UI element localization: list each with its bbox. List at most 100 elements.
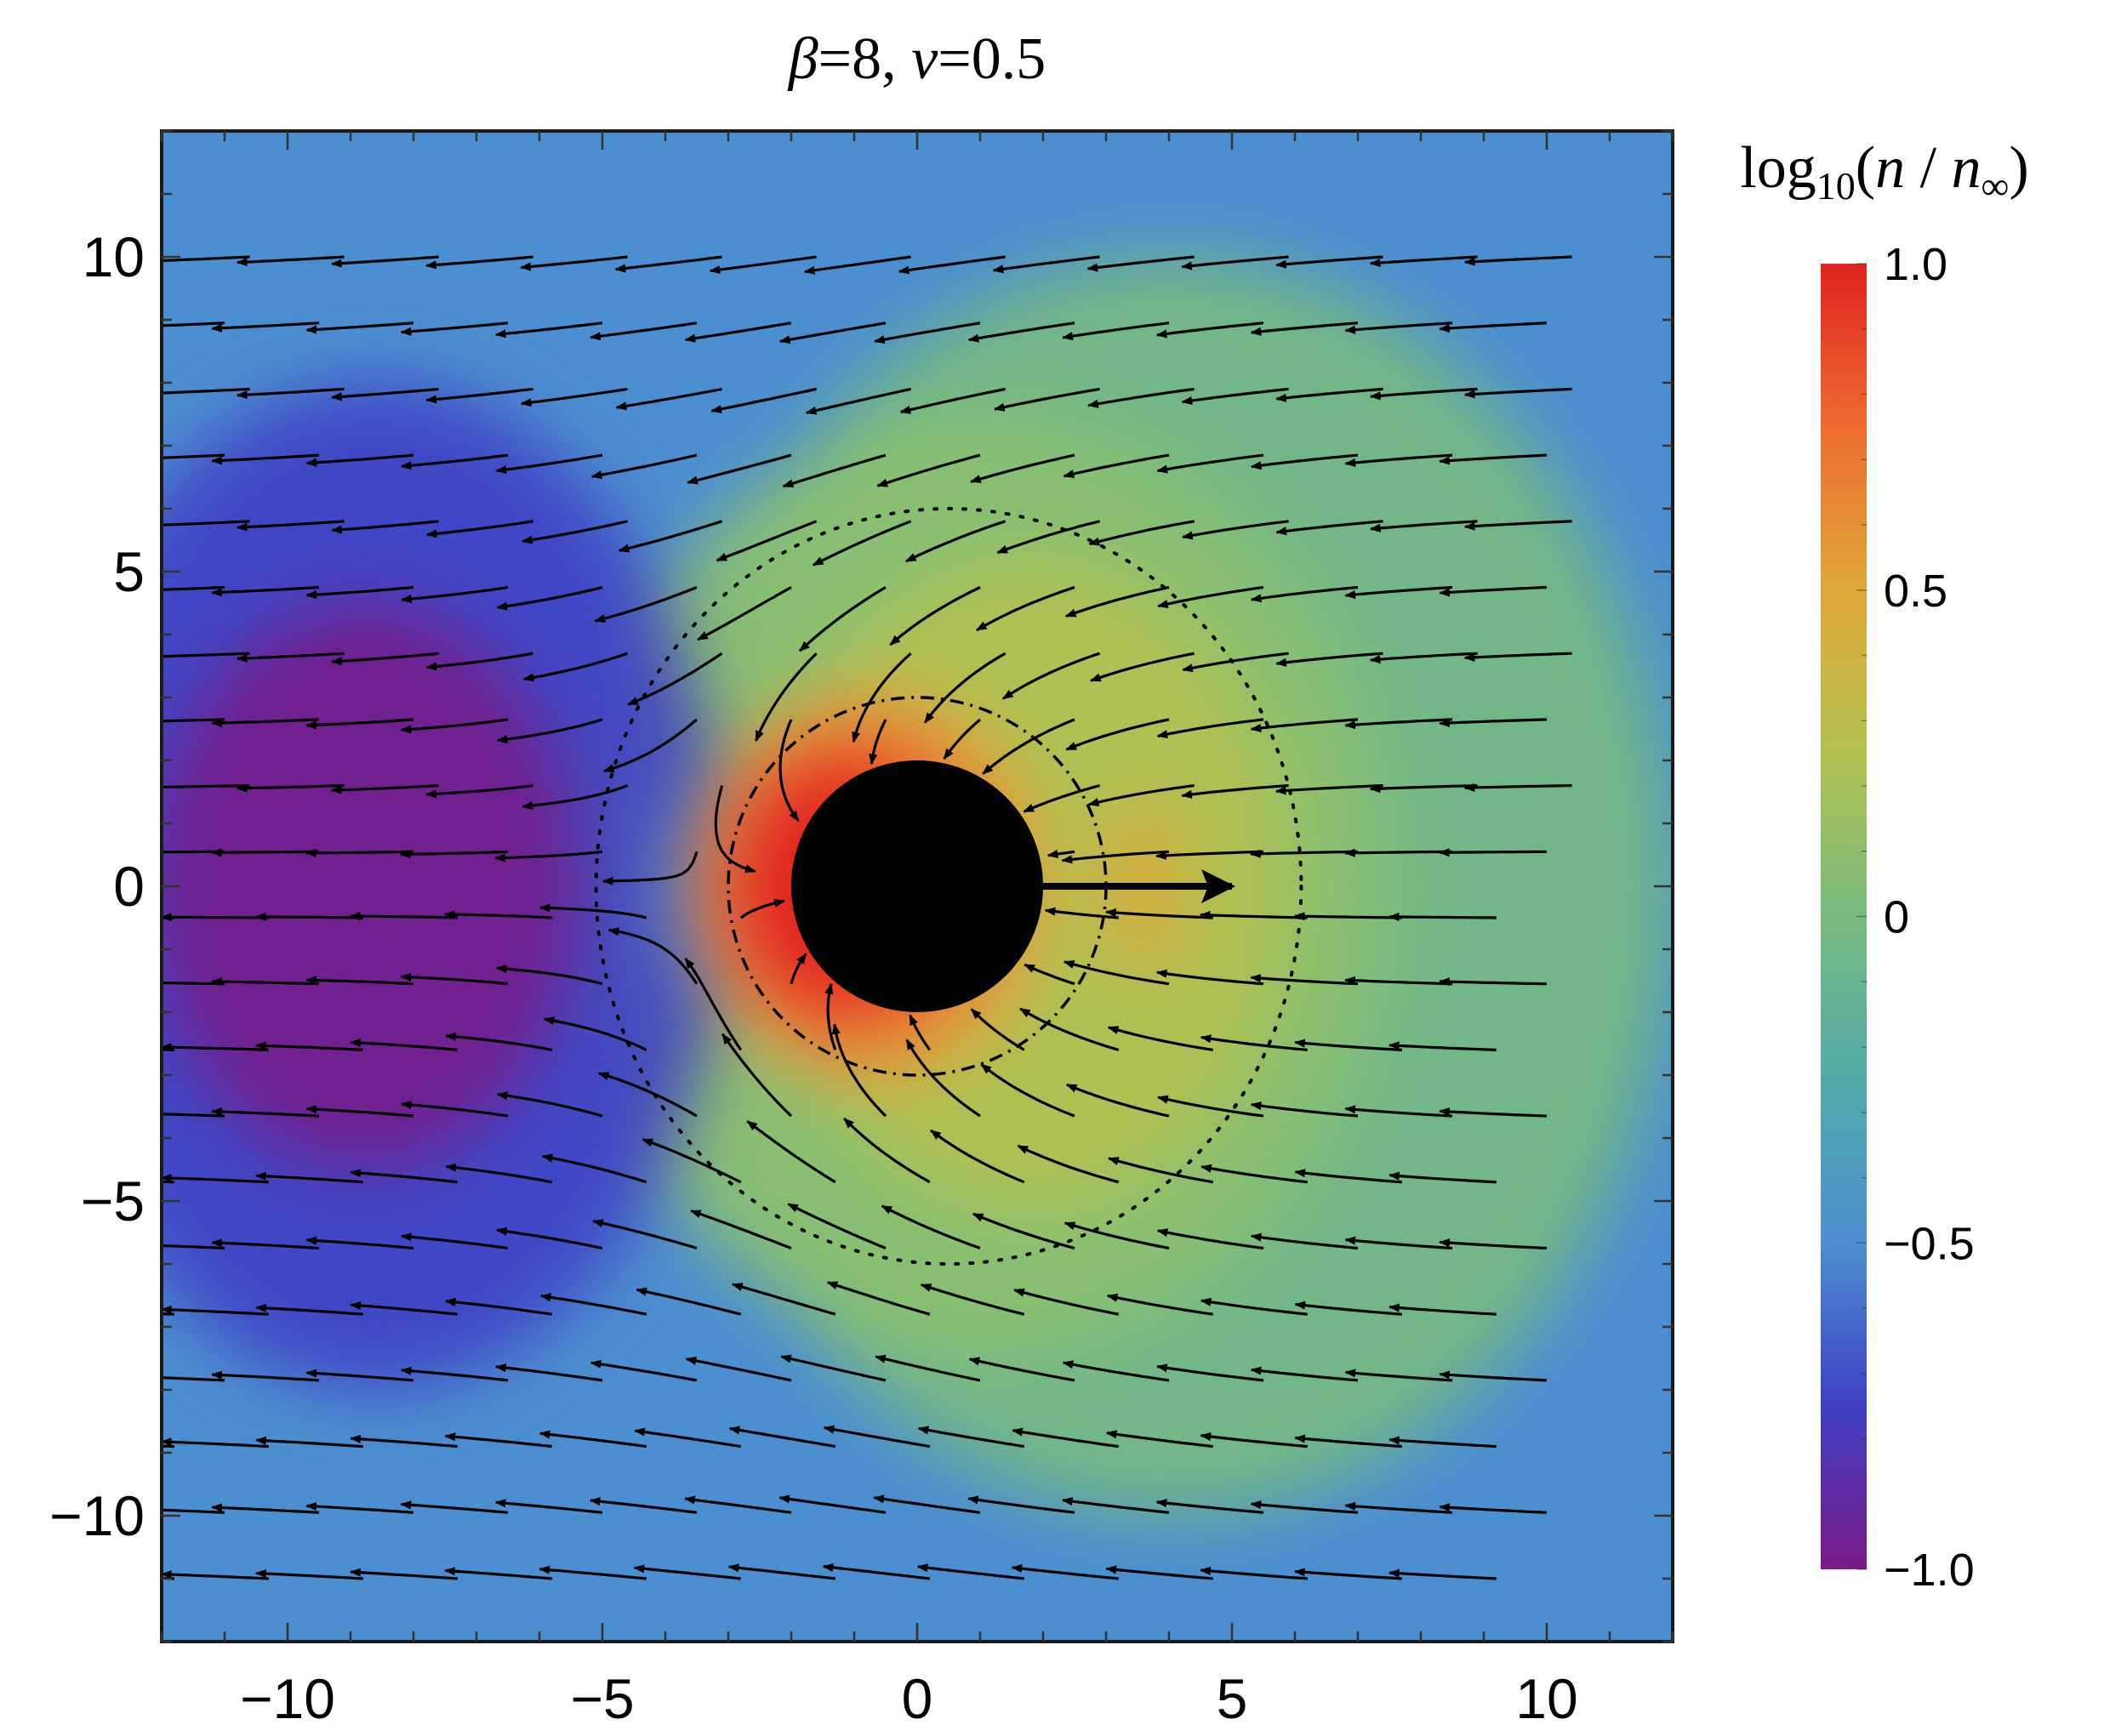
streamline-96	[522, 784, 629, 811]
streamline-13	[162, 718, 225, 723]
streamline-176	[899, 387, 1006, 414]
streamline-275	[1344, 718, 1453, 730]
streamline-0	[162, 1576, 174, 1580]
streamline-74	[399, 850, 509, 859]
streamline-160	[778, 322, 887, 344]
streamline-213	[1089, 652, 1195, 682]
streamline-157	[812, 520, 912, 566]
streamline-206	[1065, 1083, 1170, 1118]
streamline-78	[400, 585, 509, 604]
streamline-228	[1107, 1026, 1214, 1051]
streamline-155	[852, 652, 912, 743]
streamline-70	[400, 1100, 509, 1118]
streamline-57	[305, 585, 414, 600]
streamline-101	[495, 453, 603, 475]
streamline-173	[889, 586, 981, 646]
streamline-279	[1344, 453, 1453, 468]
streamline-17	[162, 453, 225, 459]
streamline-217	[1087, 387, 1195, 408]
streamline-257	[1275, 520, 1383, 536]
streamline-216	[1063, 453, 1170, 479]
streamline-190	[1023, 784, 1101, 813]
streamline-30	[210, 977, 320, 987]
streamline-301	[1463, 387, 1572, 399]
title-beta-symbol: β	[787, 26, 818, 92]
colorbar-title-inf: ∞	[1982, 164, 2010, 208]
streamline-159	[805, 387, 911, 415]
streamline-25	[162, 1305, 269, 1316]
streamline-76	[400, 718, 509, 734]
streamline-259	[1275, 387, 1383, 402]
streamline-83	[425, 255, 533, 270]
streamline-254	[1250, 718, 1359, 733]
streamline-224	[1106, 1293, 1214, 1316]
streamline-32	[210, 848, 320, 857]
streamline-207	[1018, 1007, 1120, 1051]
streamline-87	[494, 1363, 603, 1382]
streamline-240	[1181, 255, 1289, 270]
streamline-221	[1155, 1499, 1264, 1514]
streamline-253	[1274, 784, 1383, 795]
streamline-193	[975, 585, 1075, 632]
streamline-223	[1156, 1363, 1264, 1382]
streamline-45	[305, 1369, 414, 1382]
streamline-262	[1294, 1568, 1402, 1580]
streamline-196	[993, 387, 1100, 412]
streamline-31	[162, 913, 269, 922]
streamline-285	[1389, 1436, 1497, 1449]
streamline-105	[539, 1565, 647, 1580]
streamline-150	[787, 1203, 887, 1249]
streamline-63	[349, 1568, 458, 1580]
streamline-102	[520, 387, 628, 407]
streamline-280	[1369, 387, 1478, 401]
streamline-100	[521, 520, 628, 544]
streamline-36	[211, 585, 320, 597]
streamline-231	[1155, 850, 1264, 860]
streamline-281	[1344, 322, 1453, 334]
streamline-66	[400, 1366, 509, 1382]
streamline-75	[425, 784, 533, 799]
streamline-156	[799, 586, 887, 652]
streamline-124	[590, 322, 698, 341]
streamline-273	[1343, 848, 1453, 857]
streamline-242	[1250, 1500, 1359, 1514]
streamline-202	[1062, 1360, 1170, 1382]
streamline-115	[539, 903, 647, 919]
streamline-238	[1181, 387, 1289, 406]
streamline-49	[305, 1105, 414, 1118]
streamline-167	[881, 1204, 981, 1250]
streamline-208	[1063, 959, 1170, 986]
streamline-210	[1061, 850, 1170, 864]
streamline-232	[1181, 784, 1289, 800]
streamline-282	[1369, 255, 1478, 268]
streamline-97	[496, 718, 603, 744]
streamline-163	[873, 1494, 981, 1514]
streamline-129	[685, 1356, 792, 1382]
streamline-236	[1181, 520, 1289, 540]
streamline-64	[400, 1500, 509, 1514]
streamline-233	[1156, 718, 1264, 739]
black-hole	[791, 760, 1043, 1012]
streamline-134	[684, 957, 743, 1051]
streamline-61	[305, 322, 414, 334]
streamline-283	[1388, 1568, 1497, 1580]
streamline-104	[520, 255, 628, 271]
streamline-50	[254, 1041, 363, 1051]
y-tick-label: 0	[113, 855, 145, 918]
streamline-23	[162, 1437, 269, 1449]
streamline-9	[162, 981, 225, 986]
streamline-153	[824, 982, 837, 1050]
streamline-288	[1439, 1238, 1548, 1250]
streamline-151	[746, 1120, 836, 1184]
streamline-261	[1274, 255, 1383, 269]
streamline-53	[305, 848, 414, 857]
colorbar-tick-label: 0.5	[1884, 566, 1947, 617]
streamline-195	[969, 453, 1075, 483]
colorbar-title-log: log	[1740, 135, 1816, 201]
streamline-95	[494, 850, 603, 862]
streamline-5	[162, 1244, 225, 1250]
streamline-149	[731, 1283, 836, 1316]
streamline-11	[162, 850, 225, 854]
streamline-94	[443, 909, 552, 919]
streamline-128	[634, 1427, 742, 1449]
